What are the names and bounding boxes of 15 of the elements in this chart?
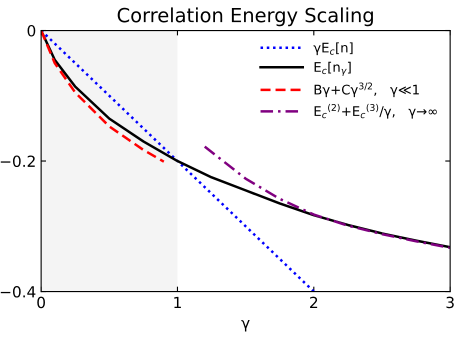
legend-label: E$_{c}$[n$_{γ}$] xyxy=(314,62,351,76)
legend-label: γE$_{c}$[n] xyxy=(314,42,353,56)
legend-label: Bγ+Cγ$^{3/2}$, γ≪1 xyxy=(314,82,419,98)
x-tick-label: 0 xyxy=(37,296,45,308)
x-tick-label: 1 xyxy=(174,296,181,308)
chart-title: Correlation Energy Scaling xyxy=(118,7,373,26)
y-tick-label: −0.2 xyxy=(0,155,35,168)
legend-label: E$_{c}$$^{(2)}$+E$_{c}$$^{(3)}$/γ, γ→∞ xyxy=(314,104,437,119)
x-tick-label: 3 xyxy=(446,296,454,308)
x-axis-title: γ xyxy=(241,320,250,332)
line-series xyxy=(41,30,166,163)
y-tick-label: −0.4 xyxy=(0,286,36,298)
x-tick-label: 2 xyxy=(310,296,318,308)
y-tick-label: 0 xyxy=(28,24,36,37)
line-series xyxy=(203,145,450,250)
